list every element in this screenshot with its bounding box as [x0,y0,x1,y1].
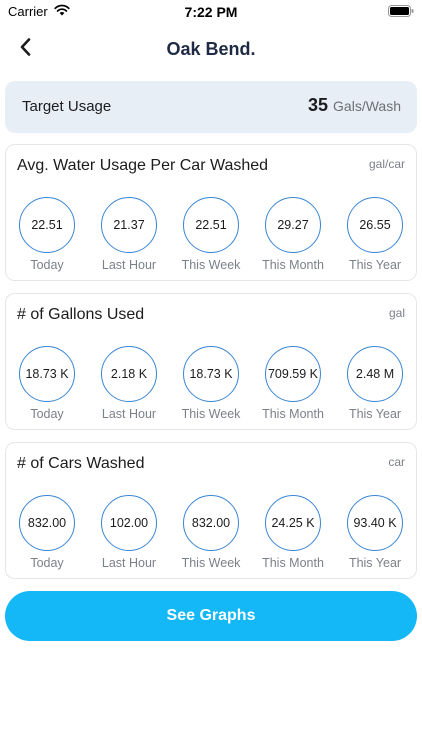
metric-item-today: 18.73 K Today [7,346,87,421]
metric-item-today: 832.00 Today [7,495,87,570]
nav-bar: Oak Bend. [0,30,422,68]
metric-period-label: This Week [181,258,241,272]
metric-value-circle: 22.51 [183,197,239,253]
metric-period-label: This Year [348,556,402,570]
metric-value-circle: 24.25 K [265,495,321,551]
metric-item-last-hour: 2.18 K Last Hour [89,346,169,421]
avg-water-usage-card: Avg. Water Usage Per Car Washed gal/car … [5,144,417,281]
metric-value-circle: 21.37 [101,197,157,253]
metric-item-this-month: 24.25 K This Month [253,495,333,570]
target-usage-unit: Gals/Wash [333,98,401,114]
metric-item-last-hour: 102.00 Last Hour [89,495,169,570]
metric-row: 18.73 K Today 2.18 K Last Hour 18.73 K T… [6,346,416,426]
cars-washed-card: # of Cars Washed car 832.00 Today 102.00… [5,442,417,579]
target-usage-card: Target Usage 35 Gals/Wash [5,81,417,133]
metric-item-this-year: 93.40 K This Year [335,495,415,570]
target-usage-value-group: 35 Gals/Wash [308,95,401,116]
wifi-icon [54,4,70,19]
metric-period-label: This Month [262,258,324,272]
metric-item-this-month: 29.27 This Month [253,197,333,272]
metric-value-circle: 2.48 M [347,346,403,402]
metric-row: 22.51 Today 21.37 Last Hour 22.51 This W… [6,197,416,277]
metric-item-this-year: 26.55 This Year [335,197,415,272]
metric-value-circle: 832.00 [183,495,239,551]
card-unit: gal/car [368,157,405,171]
metric-period-label: Today [30,556,64,570]
metric-value-circle: 93.40 K [347,495,403,551]
target-usage-value: 35 [308,95,329,115]
target-usage-label: Target Usage [22,98,112,115]
metric-value-circle: 29.27 [265,197,321,253]
card-unit: car [388,455,405,469]
metric-value-circle: 2.18 K [101,346,157,402]
metric-item-this-year: 2.48 M This Year [335,346,415,421]
metric-value-circle: 709.59 K [265,346,321,402]
metric-period-label: This Week [181,556,241,570]
metric-value-circle: 102.00 [101,495,157,551]
metric-item-this-week: 832.00 This Week [171,495,251,570]
metric-period-label: Today [30,407,64,421]
metric-row: 832.00 Today 102.00 Last Hour 832.00 Thi… [6,495,416,575]
metric-value-circle: 26.55 [347,197,403,253]
card-unit: gal [388,306,405,320]
metric-period-label: This Month [262,556,324,570]
metric-period-label: This Year [348,258,402,272]
metric-value-circle: 18.73 K [19,346,75,402]
metric-value-circle: 22.51 [19,197,75,253]
status-time: 7:22 PM [184,4,238,20]
card-title: # of Cars Washed [17,455,145,472]
battery-icon [388,5,414,20]
see-graphs-button[interactable]: See Graphs [5,591,417,641]
carrier-label: Carrier [8,4,48,19]
carrier-group: Carrier [8,4,70,19]
card-title: Avg. Water Usage Per Car Washed [17,157,269,174]
metric-item-last-hour: 21.37 Last Hour [89,197,169,272]
metric-item-today: 22.51 Today [7,197,87,272]
metric-item-this-week: 22.51 This Week [171,197,251,272]
metric-item-this-month: 709.59 K This Month [253,346,333,421]
back-button[interactable] [12,36,38,62]
metric-period-label: Last Hour [101,556,157,570]
metric-value-circle: 18.73 K [183,346,239,402]
status-bar: Carrier 7:22 PM [0,0,422,24]
chevron-left-icon [19,37,31,61]
metric-period-label: Last Hour [101,258,157,272]
metric-value-circle: 832.00 [19,495,75,551]
metric-period-label: Last Hour [101,407,157,421]
page-title: Oak Bend. [166,39,256,59]
card-title: # of Gallons Used [17,306,145,323]
metric-item-this-week: 18.73 K This Week [171,346,251,421]
gallons-used-card: # of Gallons Used gal 18.73 K Today 2.18… [5,293,417,430]
metric-period-label: This Year [348,407,402,421]
metric-period-label: This Month [262,407,324,421]
metric-period-label: This Week [181,407,241,421]
metric-period-label: Today [30,258,64,272]
